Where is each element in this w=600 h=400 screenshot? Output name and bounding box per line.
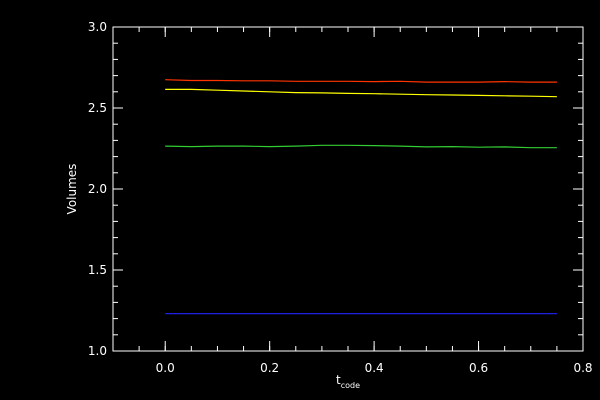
series-line-2 [165, 88, 557, 98]
x-axis-ticks: 0.0 0.2 0.4 0.6 0.8 [112, 27, 593, 375]
x-tick-label: 0.6 [469, 361, 488, 375]
y-axis-label: Volumes [65, 164, 79, 215]
y-axis-ticks: 1.0 1.5 2.0 2.5 3.0 [88, 20, 583, 358]
plot-frame [112, 26, 584, 352]
x-tick-label: 0.4 [365, 361, 384, 375]
x-axis-label-subscript: code [341, 381, 360, 390]
y-tick-label: 2.5 [88, 101, 107, 115]
x-tick-label: 0.2 [260, 361, 279, 375]
y-tick-label: 1.5 [88, 263, 107, 277]
x-axis-label-main: t [336, 373, 341, 387]
x-axis-label: tcode [336, 373, 360, 390]
x-tick-label: 0.0 [156, 361, 175, 375]
y-tick-label: 2.0 [88, 182, 107, 196]
y-tick-label: 1.0 [88, 344, 107, 358]
series-layer [165, 79, 557, 315]
series-line-1 [165, 79, 557, 83]
x-tick-label: 0.8 [573, 361, 592, 375]
series-line-3 [165, 144, 557, 149]
y-tick-label: 3.0 [88, 20, 107, 34]
